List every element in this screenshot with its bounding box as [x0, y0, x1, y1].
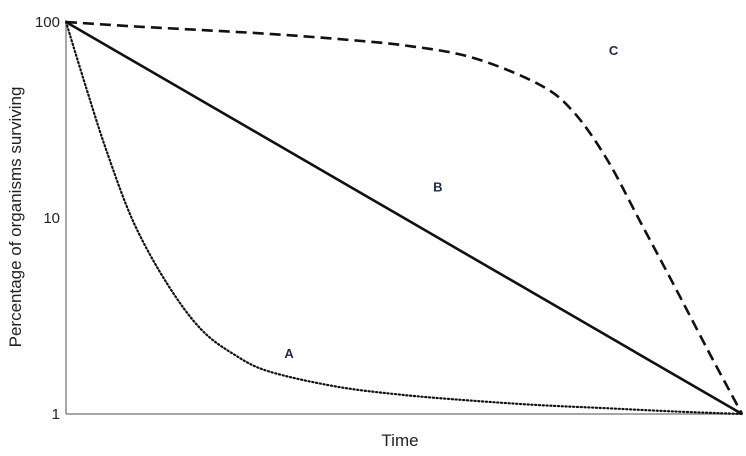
axes	[65, 20, 743, 415]
y-tick-label: 100	[35, 14, 60, 31]
y-tick-labels: 1 10 100	[35, 14, 60, 423]
series-line-b	[65, 20, 743, 416]
curve-label-c: C	[609, 43, 619, 58]
curve-label-b: B	[433, 179, 442, 194]
x-axis-label: Time	[381, 431, 418, 450]
curve-labels: A B C	[284, 43, 618, 361]
y-tick-label: 10	[43, 210, 60, 227]
curve-label-a: A	[284, 346, 294, 361]
series-lines	[64, 20, 744, 416]
y-axis-label: Percentage of organisms surviving	[6, 87, 25, 348]
series-line-c	[65, 20, 744, 415]
series-line-a	[64, 20, 744, 416]
y-tick-label: 1	[52, 406, 60, 423]
